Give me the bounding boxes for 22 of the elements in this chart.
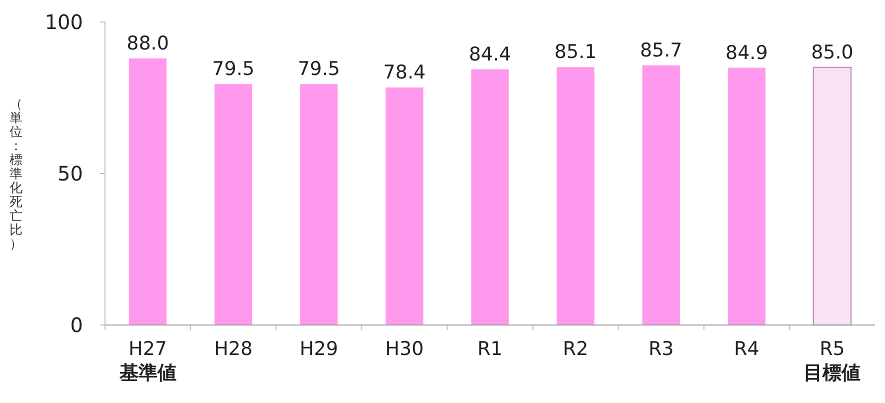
x-tick-label: R5 目標値 xyxy=(804,338,861,384)
data-label: 79.5 xyxy=(212,58,254,80)
data-label: 84.4 xyxy=(468,43,512,66)
y-tick-label: 100 xyxy=(44,10,83,34)
x-tick-label: H27 基準値 xyxy=(118,338,176,384)
x-tick-label: H28 xyxy=(214,338,253,360)
y-tick-label: 50 xyxy=(58,162,83,186)
data-label: 85.0 xyxy=(811,41,854,64)
x-tick-label: R2 xyxy=(562,338,588,360)
data-label: 85.1 xyxy=(554,41,597,64)
text: （単位：標準化死亡比） xyxy=(10,97,22,252)
x-tick-label: H30 xyxy=(385,338,424,360)
y-tick-label: 0 xyxy=(70,313,83,337)
x-tick-label: H29 xyxy=(300,338,338,360)
data-label: 79.5 xyxy=(298,58,340,80)
x-tick-label: R4 xyxy=(734,338,760,360)
x-tick-label: R1 xyxy=(477,338,503,360)
x-tick-label: R3 xyxy=(648,338,674,360)
data-label: 78.4 xyxy=(383,61,426,84)
data-label: 84.9 xyxy=(726,42,768,64)
data-label: 88.0 xyxy=(126,32,169,54)
data-label: 85.7 xyxy=(640,39,682,62)
